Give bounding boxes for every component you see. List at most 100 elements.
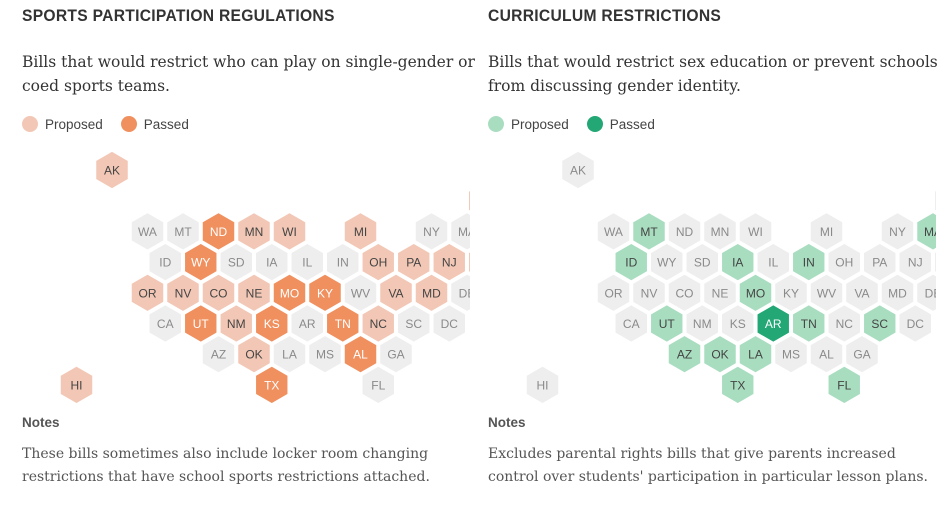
state-label: TN <box>801 317 817 331</box>
state-hex-mi: MI <box>809 211 844 252</box>
state-label: IN <box>337 256 349 270</box>
hex-shape <box>183 242 218 282</box>
hex-shape <box>254 242 289 282</box>
state-hex-nc: NC <box>361 303 396 344</box>
state-hex-sc: SC <box>396 303 431 344</box>
state-hex-wy: WY <box>649 242 684 282</box>
state-label: KS <box>730 317 746 331</box>
state-label: AR <box>299 317 316 331</box>
notes-title: Notes <box>488 415 526 430</box>
hex-shape <box>201 272 236 313</box>
hex-shape <box>809 211 844 252</box>
state-hex-mo: MO <box>738 272 773 313</box>
hex-shape <box>844 272 880 313</box>
notes-text: These bills sometimes also include locke… <box>22 446 430 485</box>
state-label: MT <box>640 225 658 239</box>
state-hex-tn: TN <box>325 303 360 344</box>
state-label: OK <box>245 348 262 362</box>
hex-shape <box>844 334 880 375</box>
state-label: NV <box>175 286 192 300</box>
state-hex-la: LA <box>272 334 307 375</box>
state-hex-va: VA <box>378 272 414 313</box>
state-hex-wi: WI <box>272 211 307 252</box>
state-label: WI <box>748 225 763 239</box>
state-hex-hi: HI <box>525 365 560 405</box>
state-hex-ma: MA <box>915 211 936 252</box>
state-label: MA <box>458 225 470 239</box>
hex-shape <box>756 303 791 344</box>
hex-shape <box>631 211 667 252</box>
hex-shape <box>236 272 272 313</box>
state-label: SD <box>694 256 711 270</box>
state-label: MA <box>924 225 936 239</box>
state-hex-sc: SC <box>862 303 897 344</box>
hex-shape <box>378 334 414 375</box>
hex-shape <box>343 334 378 375</box>
state-label: MN <box>711 225 730 239</box>
hex-shape <box>827 365 862 405</box>
hex-shape <box>614 303 649 344</box>
hex-shape <box>236 211 272 252</box>
state-label: OR <box>139 286 157 300</box>
hex-shape <box>467 250 470 274</box>
state-label: DE <box>459 286 470 300</box>
hex-shape <box>254 365 289 405</box>
state-hex-or: OR <box>596 272 631 313</box>
state-hex-al: AL <box>343 334 378 375</box>
state-hex-co: CO <box>667 272 702 313</box>
hex-shape <box>596 211 631 252</box>
state-hex-ar: AR <box>290 303 325 344</box>
state-label: OR <box>605 286 623 300</box>
state-hex-id: ID <box>614 242 649 282</box>
hex-shape <box>933 250 936 274</box>
hex-shape <box>809 272 844 313</box>
state-hex-dc: DC <box>432 303 467 344</box>
hex-shape <box>809 334 844 375</box>
state-hex-ok: OK <box>702 334 738 375</box>
state-label: NM <box>693 317 712 331</box>
hex-shape <box>236 334 272 375</box>
state-hex-in: IN <box>791 242 826 282</box>
state-hex-mt: MT <box>631 211 667 252</box>
state-label: ND <box>210 225 228 239</box>
state-label: WV <box>351 286 370 300</box>
legend-item-passed: Passed <box>586 116 655 132</box>
state-hex-nv: NV <box>165 272 201 313</box>
state-label: NC <box>370 317 388 331</box>
state-label: NM <box>227 317 246 331</box>
state-hex-ia: IA <box>720 242 755 282</box>
hex-shape <box>396 242 431 282</box>
state-label: IA <box>732 256 743 270</box>
hex-shape <box>827 242 862 282</box>
hex-shape <box>325 303 360 344</box>
state-hex-ks: KS <box>720 303 755 344</box>
hex-shape <box>343 211 378 252</box>
state-hex-vt: VT <box>467 189 470 213</box>
state-label: MT <box>174 225 192 239</box>
state-hex-tx: TX <box>254 365 289 405</box>
state-hex-ak: AK <box>94 150 130 190</box>
state-label: OK <box>711 348 728 362</box>
state-hex-mi: MI <box>343 211 378 252</box>
hex-shape <box>201 211 236 252</box>
state-label: KY <box>317 286 333 300</box>
legend-label-proposed: Proposed <box>511 116 569 132</box>
state-label: AR <box>765 317 782 331</box>
state-label: WA <box>604 225 623 239</box>
state-label: MI <box>820 225 833 239</box>
state-hex-tx: TX <box>720 365 755 405</box>
state-label: SC <box>871 317 888 331</box>
state-hex-ms: MS <box>773 334 809 375</box>
hex-shape <box>307 334 343 375</box>
hex-shape <box>614 242 649 282</box>
state-hex-wa: WA <box>130 211 165 252</box>
state-hex-nj: NJ <box>898 242 933 282</box>
state-hex-wy: WY <box>183 242 218 282</box>
state-hex-va: VA <box>844 272 880 313</box>
state-hex-mt: MT <box>165 211 201 252</box>
hex-shape <box>791 303 826 344</box>
state-label: AK <box>570 164 586 178</box>
state-label: MD <box>888 286 907 300</box>
state-label: FL <box>837 378 851 392</box>
hex-shape <box>254 303 289 344</box>
